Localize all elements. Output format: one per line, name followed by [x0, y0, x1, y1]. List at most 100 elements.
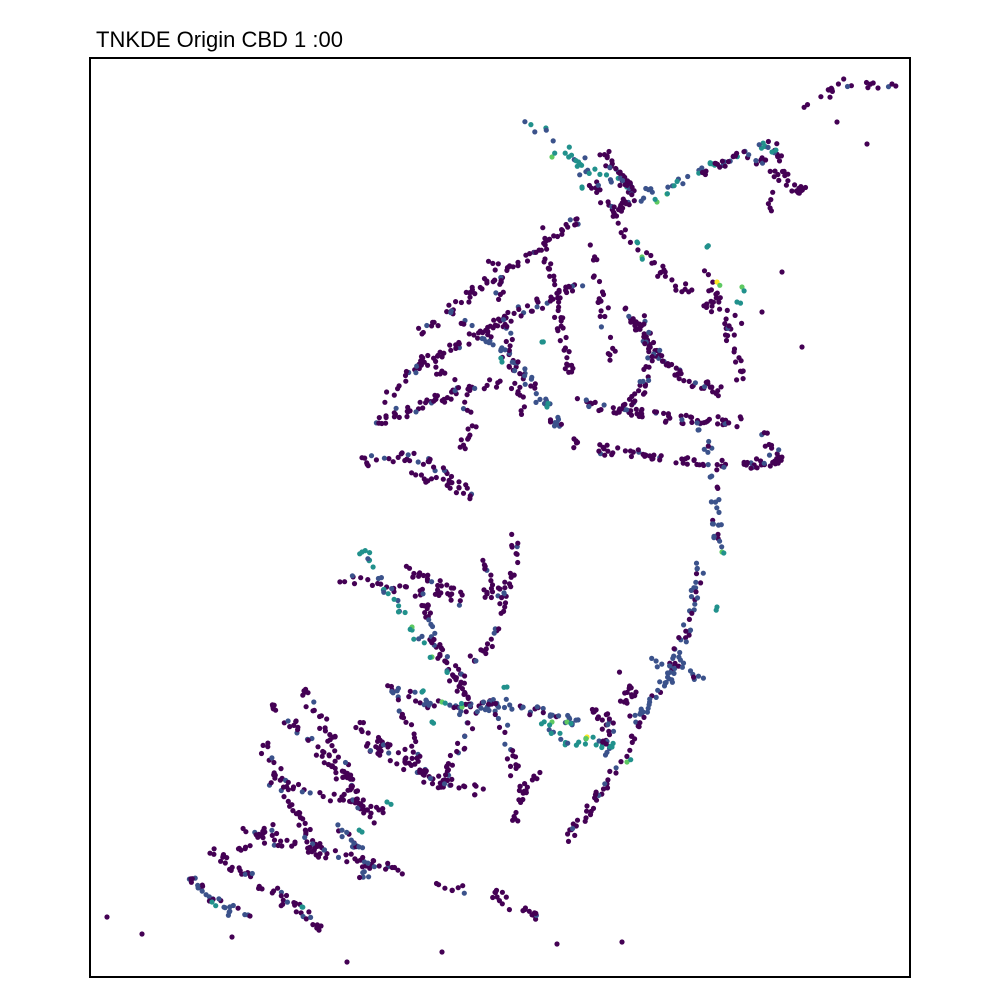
density-point	[403, 584, 409, 590]
density-point	[613, 770, 619, 776]
density-point	[594, 715, 601, 722]
density-point	[499, 889, 505, 895]
density-point	[638, 706, 644, 712]
density-point	[448, 310, 454, 316]
density-point	[403, 368, 409, 375]
density-point	[462, 733, 468, 740]
density-point	[610, 728, 617, 734]
density-point	[481, 386, 487, 392]
density-point	[460, 406, 467, 412]
density-point	[715, 421, 721, 427]
density-point	[240, 825, 246, 832]
density-point	[307, 844, 313, 851]
density-point	[534, 304, 540, 310]
density-point	[280, 897, 286, 903]
density-point	[607, 334, 614, 340]
density-point	[681, 622, 687, 628]
density-point	[361, 869, 367, 875]
density-point	[618, 208, 625, 214]
density-point	[332, 748, 338, 754]
density-point	[247, 843, 253, 849]
density-point	[663, 362, 669, 368]
density-point	[756, 142, 762, 148]
density-point	[498, 278, 504, 284]
density-point	[548, 294, 554, 300]
density-point	[269, 832, 275, 839]
density-point	[529, 308, 535, 314]
density-point	[360, 854, 366, 861]
density-point	[517, 384, 523, 390]
density-point	[293, 909, 299, 915]
density-point	[491, 630, 497, 636]
density-point	[717, 306, 723, 312]
density-point	[404, 456, 410, 462]
density-point	[509, 542, 515, 549]
density-point	[573, 742, 580, 748]
density-point	[709, 473, 715, 479]
density-point	[573, 221, 579, 227]
density-point	[216, 896, 222, 902]
density-point	[722, 332, 729, 338]
density-point	[284, 899, 290, 905]
density-point	[889, 81, 895, 87]
density-point	[705, 443, 711, 449]
density-point	[421, 640, 427, 646]
density-point	[521, 404, 528, 410]
density-point	[488, 572, 494, 578]
density-point	[472, 291, 478, 297]
density-point	[403, 563, 409, 569]
density-point	[639, 411, 645, 417]
density-point	[721, 464, 727, 470]
density-point	[418, 362, 424, 368]
density-point	[385, 591, 391, 597]
density-point	[451, 704, 457, 711]
density-point	[462, 689, 468, 696]
density-point	[451, 585, 457, 591]
density-point	[420, 405, 426, 411]
density-point	[443, 658, 449, 665]
density-point	[467, 653, 473, 659]
density-point	[348, 772, 354, 778]
density-point	[685, 173, 691, 180]
density-point	[617, 698, 624, 704]
density-point	[766, 441, 772, 448]
density-point	[387, 758, 393, 764]
density-point	[424, 322, 430, 329]
density-point	[605, 711, 611, 717]
density-point	[684, 461, 690, 467]
density-point	[761, 460, 767, 466]
density-point	[518, 313, 524, 319]
density-point	[465, 720, 471, 726]
density-point	[554, 941, 560, 947]
density-point	[646, 346, 652, 352]
density-point	[483, 650, 489, 657]
density-point	[685, 455, 691, 461]
density-point	[427, 775, 433, 782]
density-point	[601, 402, 607, 408]
density-point	[407, 626, 413, 633]
density-point	[439, 354, 445, 360]
density-point	[265, 744, 271, 750]
density-point	[592, 795, 598, 801]
density-point	[646, 364, 652, 370]
density-point	[368, 453, 375, 459]
density-point	[628, 757, 634, 763]
density-point	[402, 609, 408, 616]
density-point	[289, 802, 295, 808]
density-point	[295, 727, 301, 733]
density-point	[269, 890, 275, 896]
density-point	[599, 726, 605, 732]
density-point	[607, 357, 613, 363]
density-point	[269, 702, 275, 708]
density-point	[567, 217, 573, 223]
density-point	[639, 256, 645, 262]
density-point	[302, 827, 308, 833]
density-point	[454, 748, 460, 755]
density-point	[663, 679, 669, 686]
density-point	[600, 444, 606, 450]
density-point	[466, 331, 472, 337]
density-point	[610, 450, 616, 456]
density-point	[513, 809, 519, 816]
density-point	[629, 393, 635, 400]
density-point	[465, 386, 471, 392]
